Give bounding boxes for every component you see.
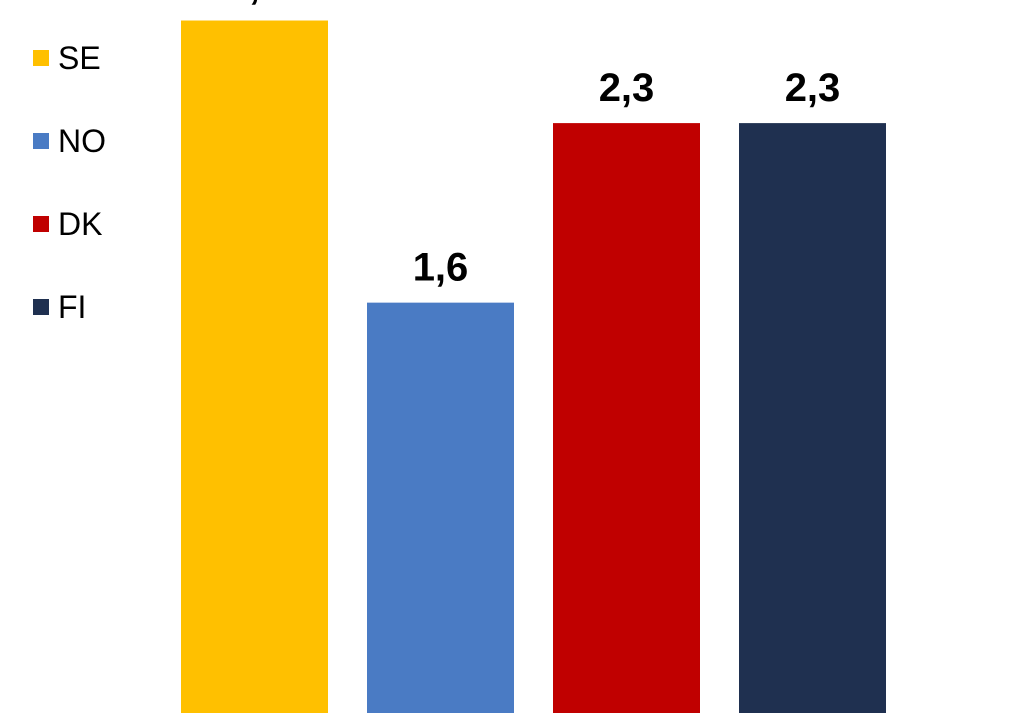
legend-swatch-no <box>33 133 49 149</box>
bar-dk <box>553 123 700 713</box>
data-label-fi: 2,3 <box>785 66 841 110</box>
legend-label-dk: DK <box>58 206 103 242</box>
legend-label-no: NO <box>58 123 106 159</box>
bar-se <box>181 20 328 713</box>
legend-label-fi: FI <box>58 289 87 325</box>
bar-fi <box>739 123 886 713</box>
legend-swatch-dk <box>33 216 49 232</box>
legend-item-fi: FI <box>33 287 86 327</box>
data-label-se: 2,7 <box>227 0 283 8</box>
bar-no <box>367 302 514 713</box>
legend-item-no: NO <box>33 121 106 161</box>
legend-item-dk: DK <box>33 204 102 244</box>
legend-swatch-fi <box>33 299 49 315</box>
data-label-no: 1,6 <box>413 246 469 290</box>
legend-item-se: SE <box>33 38 101 78</box>
data-label-dk: 2,3 <box>599 66 655 110</box>
legend-label-se: SE <box>58 40 101 76</box>
legend-swatch-se <box>33 50 49 66</box>
